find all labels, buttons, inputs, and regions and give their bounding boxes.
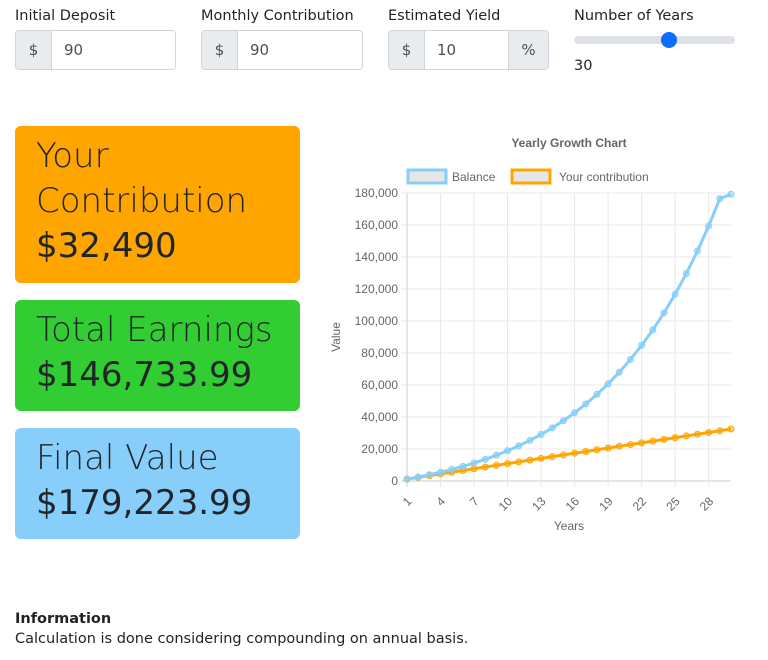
- initial-deposit-field: Initial Deposit $ 90: [15, 8, 176, 70]
- svg-text:20,000: 20,000: [361, 442, 398, 456]
- legend-contribution-swatch: [510, 168, 552, 185]
- contribution-card: Your Contribution $32,490: [15, 126, 300, 283]
- svg-text:25: 25: [663, 494, 683, 514]
- estimated-yield-input[interactable]: 10: [425, 31, 508, 69]
- y-axis-label: Value: [329, 322, 343, 352]
- legend-balance-swatch: [406, 168, 448, 185]
- estimated-yield-field: Estimated Yield $ 10 %: [388, 8, 549, 70]
- svg-text:0: 0: [391, 474, 398, 488]
- svg-text:80,000: 80,000: [361, 346, 398, 360]
- years-slider-thumb[interactable]: [661, 32, 677, 48]
- contribution-title-2: Contribution: [36, 181, 248, 221]
- svg-text:120,000: 120,000: [355, 282, 399, 296]
- monthly-contribution-field: Monthly Contribution $ 90: [201, 8, 363, 70]
- years-value: 30: [574, 58, 593, 74]
- svg-text:22: 22: [630, 494, 650, 514]
- svg-text:4: 4: [433, 494, 448, 509]
- estimated-yield-label: Estimated Yield: [388, 8, 501, 24]
- svg-text:140,000: 140,000: [355, 250, 399, 264]
- svg-text:1: 1: [400, 494, 415, 509]
- final-value-value: $179,223.99: [36, 483, 253, 523]
- svg-text:60,000: 60,000: [361, 378, 398, 392]
- years-slider[interactable]: [574, 32, 735, 48]
- earnings-value: $146,733.99: [36, 355, 253, 395]
- x-axis-label: Years: [554, 519, 584, 533]
- svg-text:40,000: 40,000: [361, 410, 398, 424]
- svg-text:180,000: 180,000: [355, 186, 399, 200]
- svg-text:160,000: 160,000: [355, 218, 399, 232]
- years-label: Number of Years: [574, 8, 694, 24]
- final-value-card: Final Value $179,223.99: [15, 428, 300, 539]
- dollar-prefix: $: [16, 31, 52, 69]
- information-heading: Information: [15, 611, 112, 627]
- information-section: Information Calculation is done consider…: [15, 611, 468, 647]
- chart-title: Yearly Growth Chart: [511, 136, 626, 150]
- legend-contribution-label: Your contribution: [559, 170, 649, 184]
- percent-suffix: %: [508, 31, 548, 69]
- svg-text:100,000: 100,000: [355, 314, 399, 328]
- initial-deposit-label: Initial Deposit: [15, 8, 116, 24]
- earnings-title: Total Earnings: [36, 310, 273, 350]
- contribution-value: $32,490: [36, 226, 177, 266]
- initial-deposit-input[interactable]: 90: [52, 31, 175, 69]
- monthly-contribution-label: Monthly Contribution: [201, 8, 354, 24]
- svg-text:10: 10: [496, 494, 516, 514]
- final-value-title: Final Value: [36, 438, 219, 478]
- svg-text:28: 28: [697, 494, 717, 514]
- dollar-prefix: $: [389, 31, 425, 69]
- yearly-growth-chart: Yearly Growth Chart Balance Your contribut…: [329, 136, 735, 533]
- contribution-title-1: Your: [36, 136, 109, 176]
- earnings-card: Total Earnings $146,733.99: [15, 300, 300, 411]
- monthly-contribution-input[interactable]: 90: [238, 31, 362, 69]
- svg-text:13: 13: [529, 494, 549, 514]
- years-field: Number of Years: [574, 8, 744, 30]
- svg-text:7: 7: [467, 494, 482, 509]
- dollar-prefix: $: [202, 31, 238, 69]
- information-text: Calculation is done considering compound…: [15, 631, 469, 647]
- svg-text:19: 19: [596, 494, 616, 514]
- legend-balance-label: Balance: [452, 170, 496, 184]
- svg-text:16: 16: [563, 494, 583, 514]
